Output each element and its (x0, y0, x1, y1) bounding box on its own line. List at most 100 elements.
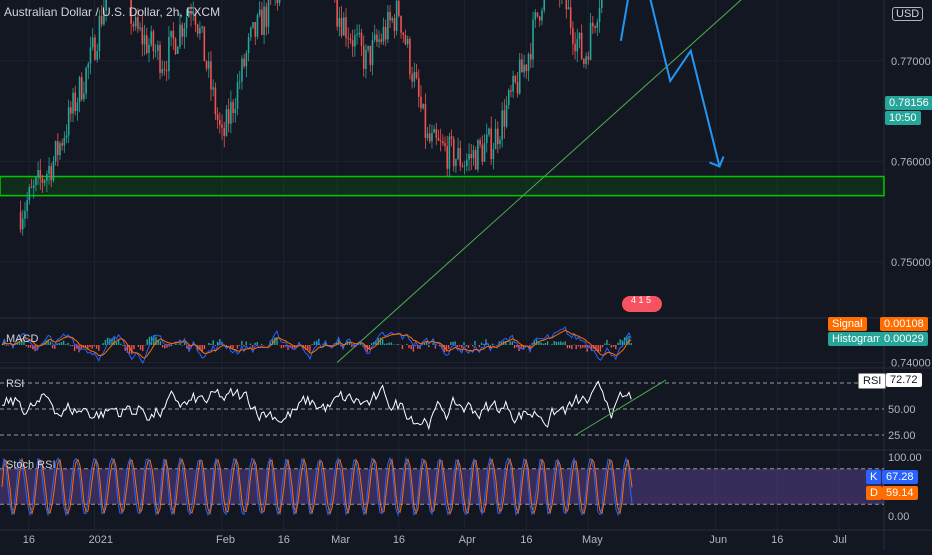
candle-body (395, 0, 398, 31)
macd-title[interactable]: MACD (6, 333, 39, 345)
time-tick-label: May (582, 534, 603, 546)
rsi-title[interactable]: RSI (6, 378, 25, 390)
candle-body (196, 24, 199, 34)
candle-body (254, 22, 257, 37)
candle-body (203, 26, 206, 62)
candle-body (481, 144, 484, 162)
candle-body (32, 185, 35, 188)
time-tick-label: 2021 (89, 534, 113, 546)
candle-body (428, 133, 431, 142)
candle-body (543, 0, 546, 11)
candle-body (181, 24, 183, 37)
candle-body (404, 35, 407, 45)
candle-body (216, 114, 219, 120)
macd-signal-value: 0.00108 (880, 317, 928, 331)
countdown-tag: 10:50 (885, 111, 921, 125)
price-tick-label: 0.74000 (891, 358, 931, 370)
candle-body (65, 135, 68, 138)
candle-body (87, 63, 90, 69)
candle-body (485, 134, 488, 144)
candle-body (415, 72, 418, 79)
candle-body (380, 39, 383, 42)
candle-body (201, 26, 203, 28)
candle-body (46, 174, 48, 181)
time-tick-label: Mar (331, 534, 350, 546)
candle-body (214, 87, 217, 115)
candle-body (525, 64, 528, 72)
candle-body (48, 166, 50, 175)
candle-body (483, 143, 486, 162)
candle-body (163, 69, 166, 71)
candle-body (139, 27, 141, 29)
event-badge-bg (621, 296, 662, 312)
candle-body (574, 43, 576, 52)
candle-body (159, 44, 161, 73)
candle-body (24, 211, 26, 219)
candle-body (503, 110, 506, 127)
candle-body (278, 0, 281, 4)
candle-body (538, 16, 541, 21)
candle-body (225, 109, 228, 136)
trendline (336, 0, 742, 363)
candle-body (28, 187, 31, 201)
candle-body (505, 104, 508, 127)
candle-body (61, 143, 63, 146)
candle-body (165, 70, 168, 72)
candle-body (358, 32, 361, 35)
time-tick-label: 16 (771, 534, 783, 546)
candle-body (256, 15, 259, 37)
candle-body (360, 32, 363, 46)
candle-body (100, 15, 103, 25)
candle-body (74, 92, 77, 112)
candle-body (376, 34, 378, 42)
candle-body (499, 139, 501, 145)
candle-body (157, 44, 159, 51)
time-tick-label: Jul (833, 534, 847, 546)
candle-body (442, 141, 444, 144)
candle-body (572, 27, 574, 44)
support-zone (0, 175, 885, 197)
candle-body (199, 27, 201, 34)
symbol-title: Australian Dollar / U.S. Dollar, 2h, FXC… (4, 5, 221, 19)
candle-body (518, 59, 521, 94)
candle-body (455, 159, 457, 167)
candle-body (172, 30, 175, 39)
stoch-rsi-title[interactable]: Stoch RSI (6, 459, 56, 471)
candle-body (378, 39, 380, 42)
candle-body (420, 96, 422, 109)
candle-body (85, 68, 87, 94)
candle-body (393, 18, 396, 31)
candle-body (223, 127, 226, 136)
candle-body (589, 22, 592, 60)
candle-body (521, 59, 523, 73)
candle-body (351, 40, 354, 47)
stoch-tick-label: 100.00 (888, 452, 922, 464)
candle-body (466, 159, 468, 167)
candle-body (510, 90, 512, 92)
candle-body (91, 37, 94, 48)
candle-body (276, 0, 279, 4)
candle-body (534, 12, 537, 20)
candle-body (439, 140, 442, 142)
candle-body (492, 149, 495, 160)
candle-body (39, 170, 42, 179)
currency-badge[interactable]: USD (892, 7, 924, 21)
candle-body (19, 211, 22, 230)
candle-body (207, 61, 210, 69)
candle-body (367, 45, 369, 50)
candle-body (600, 0, 603, 8)
candle-body (532, 19, 534, 60)
candle-body (362, 45, 365, 69)
candle-body (402, 32, 405, 36)
candle-body (21, 218, 24, 230)
price-tick-label: 0.75000 (891, 257, 931, 269)
candle-body (252, 22, 254, 28)
candle-body (567, 7, 570, 10)
candle-body (461, 165, 464, 167)
candle-body (507, 90, 510, 105)
candle-body (417, 78, 420, 97)
candle-body (154, 50, 157, 52)
